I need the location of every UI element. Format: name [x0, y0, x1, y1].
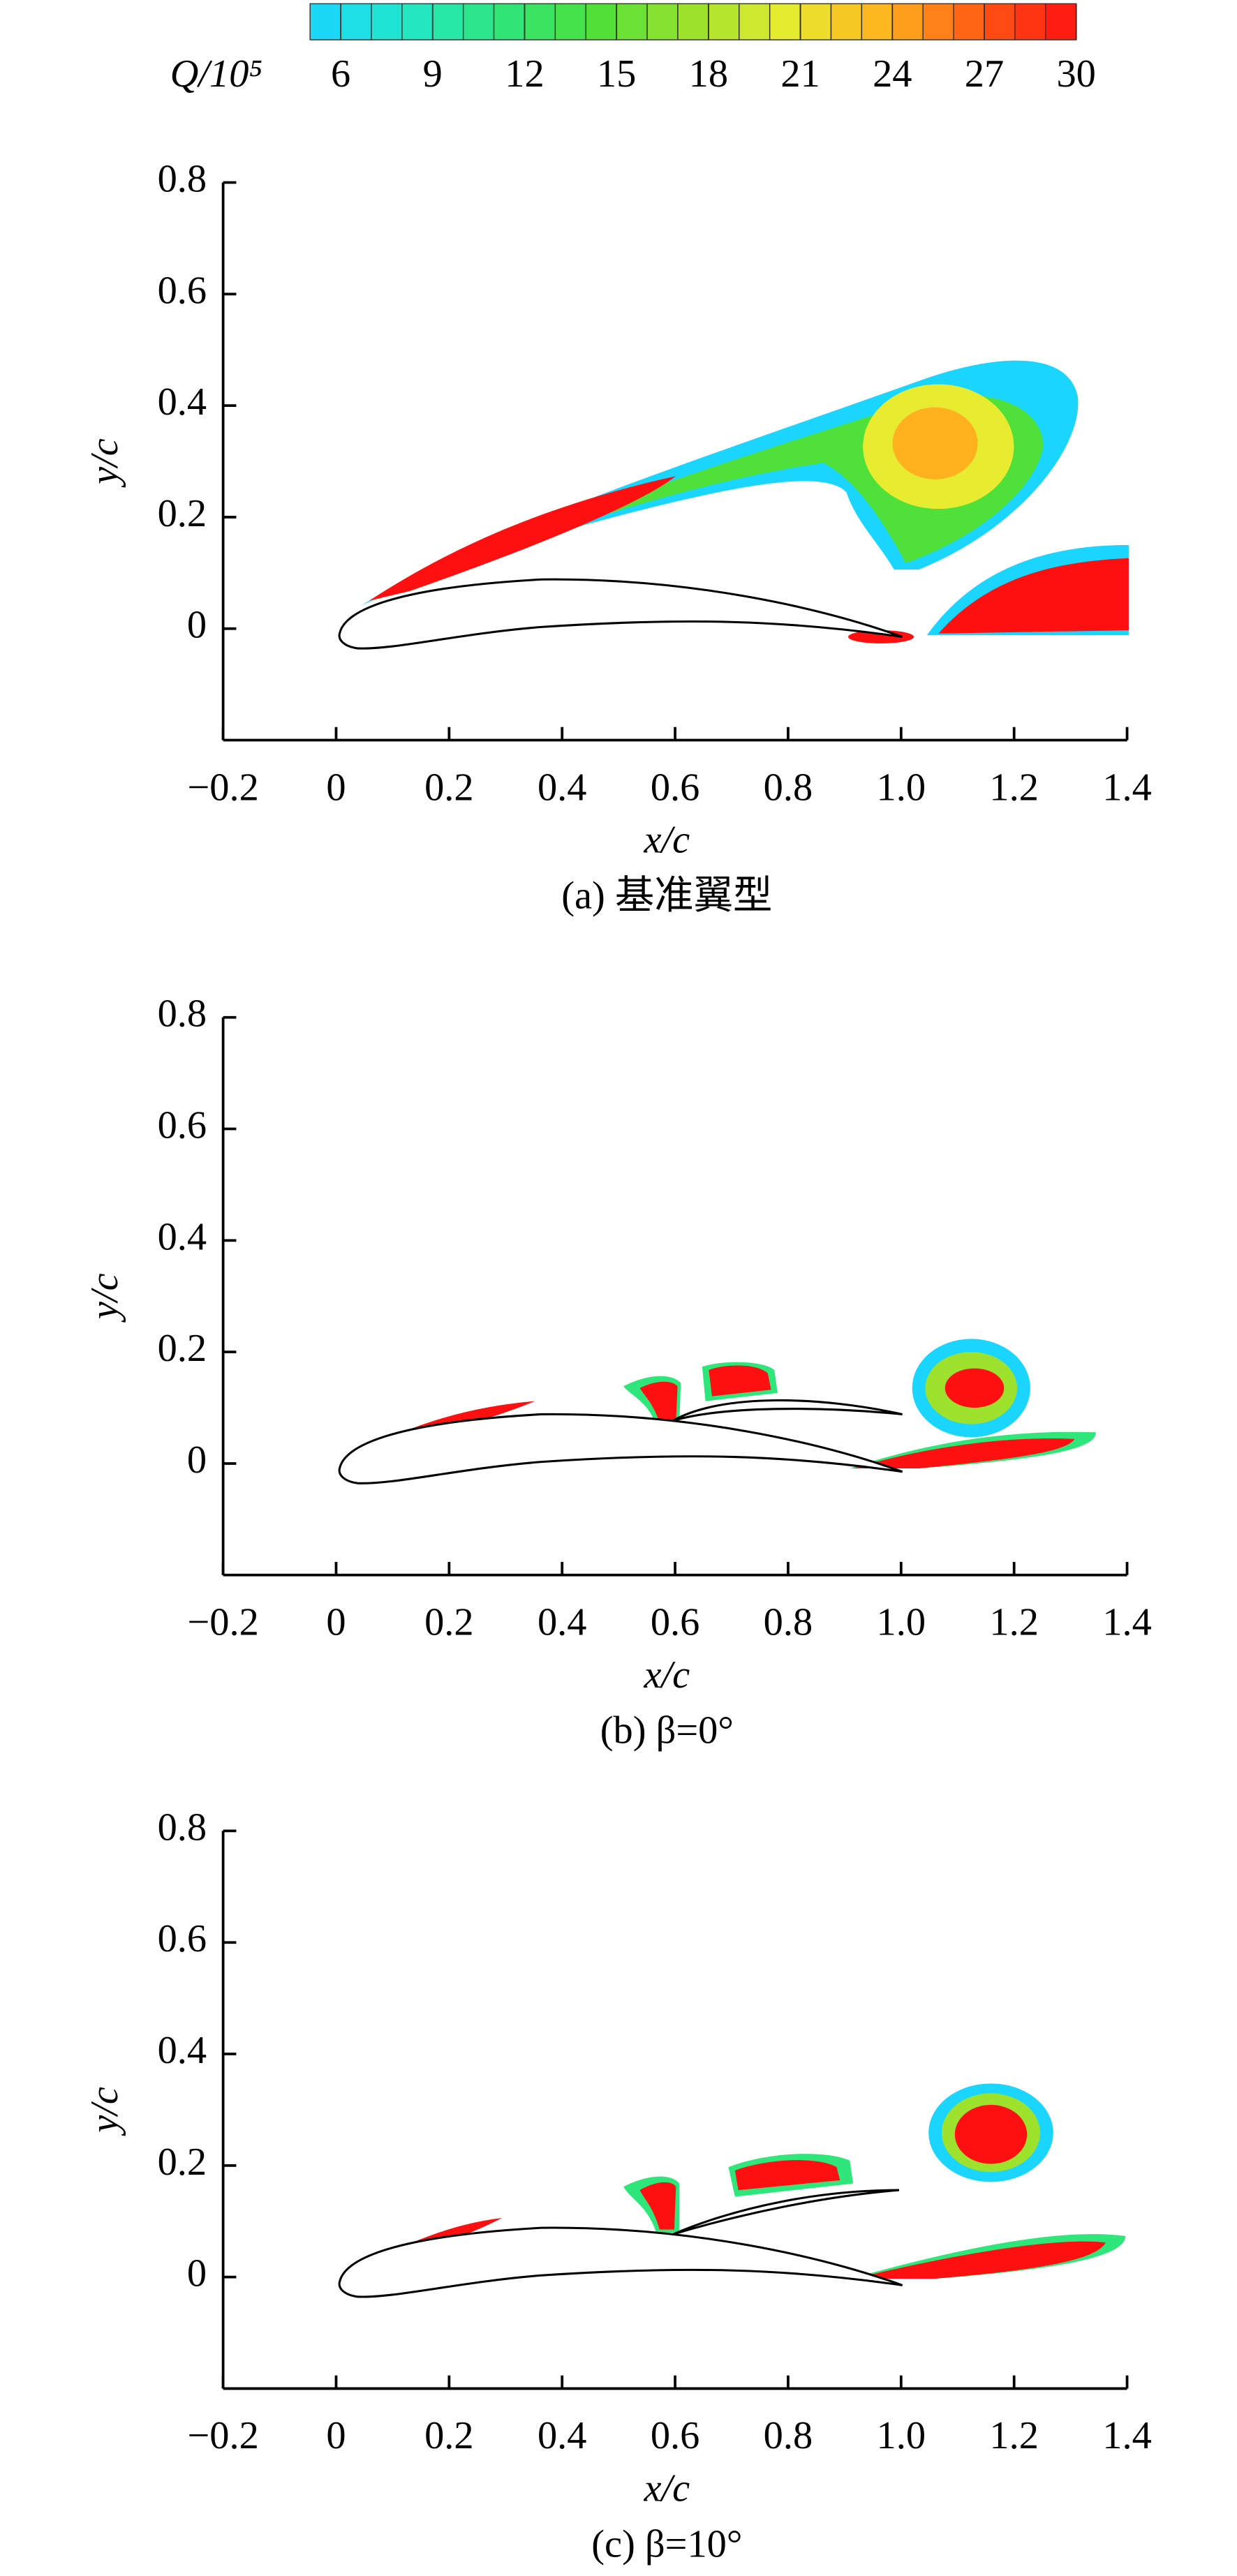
y-tick-label: 0.4 — [158, 380, 207, 424]
x-tick-label: 1.0 — [877, 766, 926, 809]
caption: (a) 基准翼型 — [561, 874, 772, 917]
y-tick-label: 0.4 — [158, 1215, 207, 1258]
y-tick-label: 0.6 — [158, 1917, 207, 1960]
y-tick-label: 0 — [187, 2252, 207, 2295]
x-tick-label: 0 — [326, 1601, 346, 1644]
colorbar-cell — [340, 3, 372, 40]
colorbar-cell — [984, 3, 1016, 40]
colorbar-cell — [1045, 3, 1077, 40]
y-tick-label: 0.6 — [158, 269, 207, 312]
colorbar-cell — [432, 3, 464, 40]
x-axis-label: x/c — [643, 1653, 690, 1697]
caption: (b) β=0° — [600, 1709, 734, 1752]
colorbar-cell — [739, 3, 771, 40]
x-tick-label: 0 — [326, 2414, 346, 2457]
colorbar-tick-label: 9 — [423, 52, 443, 96]
x-axis-label: x/c — [643, 2466, 690, 2510]
y-tick-label: 0 — [187, 604, 207, 647]
x-tick-label: 0.6 — [651, 2414, 699, 2457]
panel-a-field — [338, 360, 1129, 650]
x-tick-label: 0.8 — [764, 766, 813, 809]
x-tick-label: 0.6 — [651, 766, 699, 809]
y-tick-label: 0.6 — [158, 1103, 207, 1147]
x-tick-label: −0.2 — [187, 2414, 258, 2457]
x-axis-label: x/c — [643, 819, 690, 862]
colorbar-cell — [493, 3, 526, 40]
x-tick-label: 1.0 — [877, 2414, 926, 2457]
x-tick-label: 1.2 — [989, 1601, 1038, 1644]
colorbar-tick-label: 24 — [873, 52, 912, 96]
panel-c-field — [338, 2083, 1126, 2298]
colorbar-label: Q/10⁵ — [170, 52, 262, 96]
x-tick-label: 1.4 — [1102, 1601, 1151, 1644]
caption: (c) β=10° — [591, 2522, 742, 2566]
colorbar-cell — [922, 3, 954, 40]
colorbar-tick-label: 30 — [1056, 52, 1095, 96]
y-tick-label: 0 — [187, 1438, 207, 1482]
y-axis-label: y/c — [83, 1273, 126, 1323]
colorbar-cell — [1014, 3, 1046, 40]
colorbar-tick-label: 12 — [505, 52, 544, 96]
colorbar-tick-label: 21 — [780, 52, 820, 96]
colorbar-cell — [953, 3, 985, 40]
colorbar-cell — [677, 3, 709, 40]
y-tick-label: 0.8 — [158, 157, 207, 200]
x-tick-label: 1.2 — [989, 766, 1038, 809]
colorbar-cell — [309, 3, 341, 40]
y-axis-label: y/c — [83, 2087, 126, 2136]
colorbar-cell — [371, 3, 403, 40]
colorbar-cell — [861, 3, 893, 40]
colorbar-tick-label: 18 — [689, 52, 728, 96]
x-tick-label: 0.8 — [764, 2414, 813, 2457]
colorbar-cell — [616, 3, 648, 40]
y-tick-label: 0.2 — [158, 492, 207, 535]
colorbar-tick-label: 27 — [965, 52, 1004, 96]
y-tick-label: 0.8 — [158, 992, 207, 1036]
y-tick-label: 0.2 — [158, 1327, 207, 1370]
colorbar-cell — [646, 3, 679, 40]
x-tick-label: 0.2 — [424, 2414, 473, 2457]
colorbar-cell — [554, 3, 586, 40]
colorbar-cell — [401, 3, 434, 40]
x-tick-label: 0.2 — [424, 1601, 473, 1644]
x-tick-label: 1.0 — [877, 1601, 926, 1644]
x-tick-label: 0.2 — [424, 766, 473, 809]
colorbar-cell — [799, 3, 832, 40]
colorbar-cell — [708, 3, 740, 40]
x-tick-label: 0.4 — [538, 1601, 586, 1644]
colorbar-cell — [462, 3, 495, 40]
y-tick-label: 0.8 — [158, 1806, 207, 1849]
x-tick-label: 1.4 — [1102, 766, 1151, 809]
x-tick-label: 0.4 — [538, 2414, 586, 2457]
x-tick-label: 0.4 — [538, 766, 586, 809]
x-tick-label: −0.2 — [187, 1601, 258, 1644]
x-tick-label: 1.4 — [1102, 2414, 1151, 2457]
colorbar-tick-label: 6 — [331, 52, 350, 96]
x-tick-label: 0.6 — [651, 1601, 699, 1644]
x-tick-label: 0.8 — [764, 1601, 813, 1644]
colorbar-cell — [585, 3, 617, 40]
y-axis-label: y/c — [83, 438, 126, 488]
x-tick-label: 0 — [326, 766, 346, 809]
colorbar-cell — [891, 3, 924, 40]
y-tick-label: 0.4 — [158, 2029, 207, 2072]
panel-b-field — [338, 1339, 1096, 1484]
x-tick-label: −0.2 — [187, 766, 258, 809]
colorbar-cell — [524, 3, 556, 40]
colorbar-cell — [769, 3, 801, 40]
x-tick-label: 1.2 — [989, 2414, 1038, 2457]
colorbar-cell — [830, 3, 863, 40]
colorbar-tick-label: 15 — [597, 52, 636, 96]
y-tick-label: 0.2 — [158, 2141, 207, 2184]
